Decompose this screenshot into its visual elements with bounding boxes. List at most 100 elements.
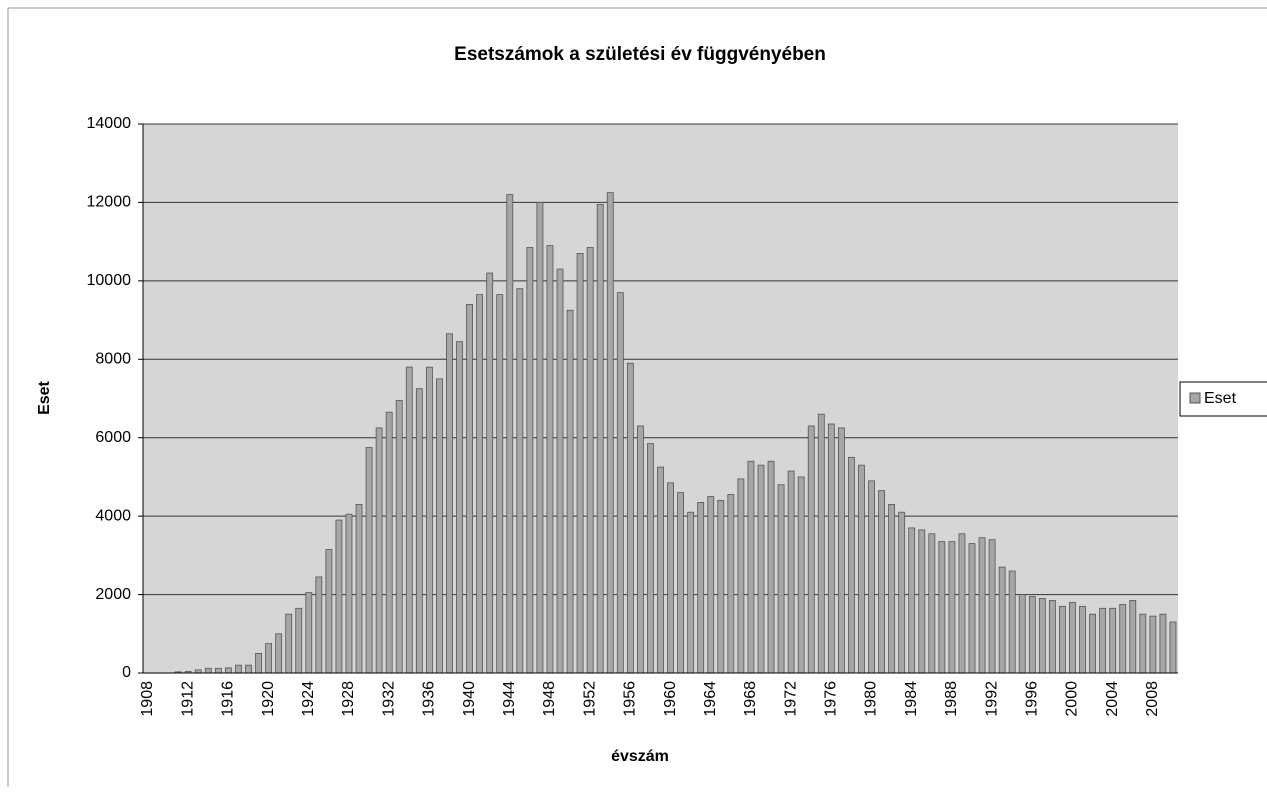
x-tick-label: 1972 [782, 681, 799, 717]
bar [747, 460, 755, 674]
x-tick-label: 1952 [581, 681, 598, 717]
bar [516, 288, 524, 674]
bar [1159, 613, 1167, 674]
bar [1059, 605, 1066, 674]
chart-title: Esetszámok a születési év függvényében [454, 44, 826, 65]
bar [375, 427, 383, 674]
y-tick-label: 14000 [87, 115, 132, 132]
bar [636, 425, 644, 674]
bar [285, 613, 293, 674]
bar [757, 464, 765, 674]
bar [687, 511, 695, 674]
bar [265, 643, 273, 674]
bar [978, 537, 986, 674]
bar [968, 543, 976, 674]
bar [315, 576, 323, 674]
x-tick-label: 1936 [421, 681, 438, 717]
bar [1069, 602, 1076, 674]
bar [928, 533, 936, 674]
bar [837, 427, 845, 674]
bar [566, 309, 574, 674]
bar [737, 478, 745, 674]
bar [667, 482, 674, 674]
bar [898, 511, 906, 674]
bar [466, 303, 473, 674]
legend-swatch [1189, 392, 1201, 404]
bar [677, 492, 685, 674]
x-tick-label: 1980 [863, 681, 880, 717]
bar [1028, 596, 1036, 674]
x-tick-label: 1976 [823, 681, 840, 717]
bar [496, 294, 504, 674]
x-tick-label: 1968 [742, 681, 759, 717]
bar [385, 411, 393, 674]
bar [606, 192, 614, 674]
x-tick-label: 2008 [1144, 681, 1161, 717]
y-tick-label: 12000 [87, 194, 132, 211]
bar [425, 366, 433, 674]
bar [436, 378, 443, 674]
bar [245, 664, 252, 674]
x-tick-label: 1996 [1024, 681, 1041, 717]
x-tick-label: 1956 [622, 681, 639, 717]
bar [858, 464, 865, 674]
bar [275, 633, 283, 674]
bar [486, 272, 494, 674]
bar [1109, 607, 1117, 674]
x-tick-label: 1916 [220, 681, 237, 717]
bar [1129, 600, 1137, 674]
bar [807, 425, 815, 674]
x-tick-label: 2004 [1104, 681, 1121, 717]
bar [1119, 603, 1127, 674]
x-tick-label: 1992 [983, 681, 1000, 717]
bar [657, 466, 664, 674]
bar [1099, 607, 1107, 674]
bar [848, 456, 855, 674]
x-tick-label: 1940 [461, 681, 478, 717]
bar [255, 652, 262, 674]
bar [1038, 598, 1046, 674]
x-tick-label: 1988 [943, 681, 960, 717]
bar [345, 513, 353, 674]
bar [918, 529, 926, 674]
bar [647, 443, 654, 674]
bar [878, 490, 885, 674]
bar [536, 202, 544, 674]
bar [204, 667, 212, 674]
bar [938, 541, 946, 674]
bar [727, 494, 735, 674]
x-tick-label: 1948 [541, 681, 558, 717]
bar [958, 533, 966, 674]
x-tick-label: 1920 [260, 681, 277, 717]
x-tick-label: 1984 [903, 681, 920, 717]
bar [988, 539, 996, 674]
bar [777, 484, 785, 674]
bar [235, 664, 242, 674]
bar [1169, 621, 1177, 674]
bar [415, 388, 423, 674]
x-tick-label: 1960 [662, 681, 679, 717]
x-tick-label: 1912 [179, 681, 196, 717]
bar [295, 607, 303, 674]
bar [1089, 613, 1097, 674]
x-tick-label: 1932 [380, 681, 397, 717]
bar [888, 503, 896, 674]
bar [456, 341, 463, 674]
bar [817, 413, 825, 674]
bar [1048, 600, 1056, 674]
bar [626, 362, 634, 674]
bar [767, 460, 775, 674]
bar [1079, 605, 1086, 674]
bar [546, 245, 554, 674]
x-tick-label: 1908 [139, 681, 156, 717]
y-tick-label: 2000 [95, 586, 131, 603]
bar [1139, 613, 1147, 674]
y-tick-label: 0 [122, 664, 131, 681]
bar [586, 247, 594, 674]
x-tick-label: 2000 [1064, 681, 1081, 717]
x-tick-label: 1944 [501, 681, 518, 717]
bar [365, 447, 373, 674]
bar [707, 496, 715, 674]
bar [335, 519, 343, 674]
y-tick-label: 10000 [87, 272, 132, 289]
